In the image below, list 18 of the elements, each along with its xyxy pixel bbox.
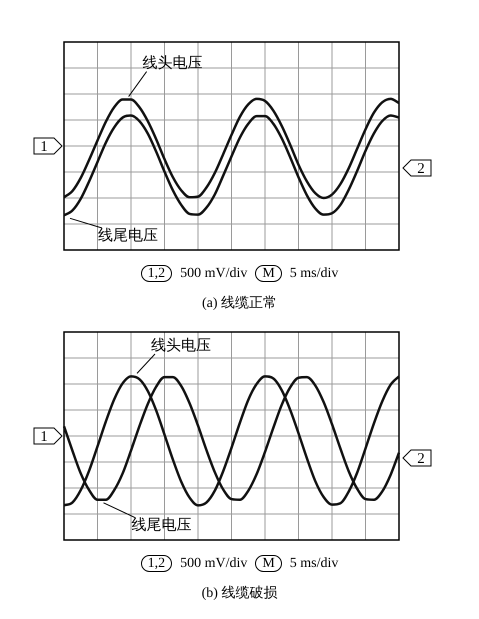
text: 500 mV/div bbox=[180, 556, 248, 571]
text: (b) 线缆破损 bbox=[200, 584, 278, 602]
text: 1 bbox=[40, 138, 48, 155]
text: 5 ms/div bbox=[290, 556, 338, 571]
series-label: 线尾电压 bbox=[132, 516, 192, 534]
series-label: 线尾电压 bbox=[98, 226, 158, 244]
text: 1 bbox=[40, 428, 48, 445]
text: M bbox=[255, 555, 282, 572]
text: 2 bbox=[417, 160, 425, 177]
series-label: 线头电压 bbox=[151, 336, 211, 354]
text: 线头电压 bbox=[142, 53, 203, 72]
text: (a) 线缆正常 bbox=[200, 294, 278, 312]
text: 5 ms/div bbox=[290, 266, 338, 281]
text: 1,2 bbox=[140, 555, 172, 572]
text: 2 bbox=[417, 450, 425, 467]
text: 500 mV/div bbox=[180, 266, 248, 281]
text: M bbox=[255, 265, 282, 282]
text: 1,2 bbox=[140, 265, 172, 282]
